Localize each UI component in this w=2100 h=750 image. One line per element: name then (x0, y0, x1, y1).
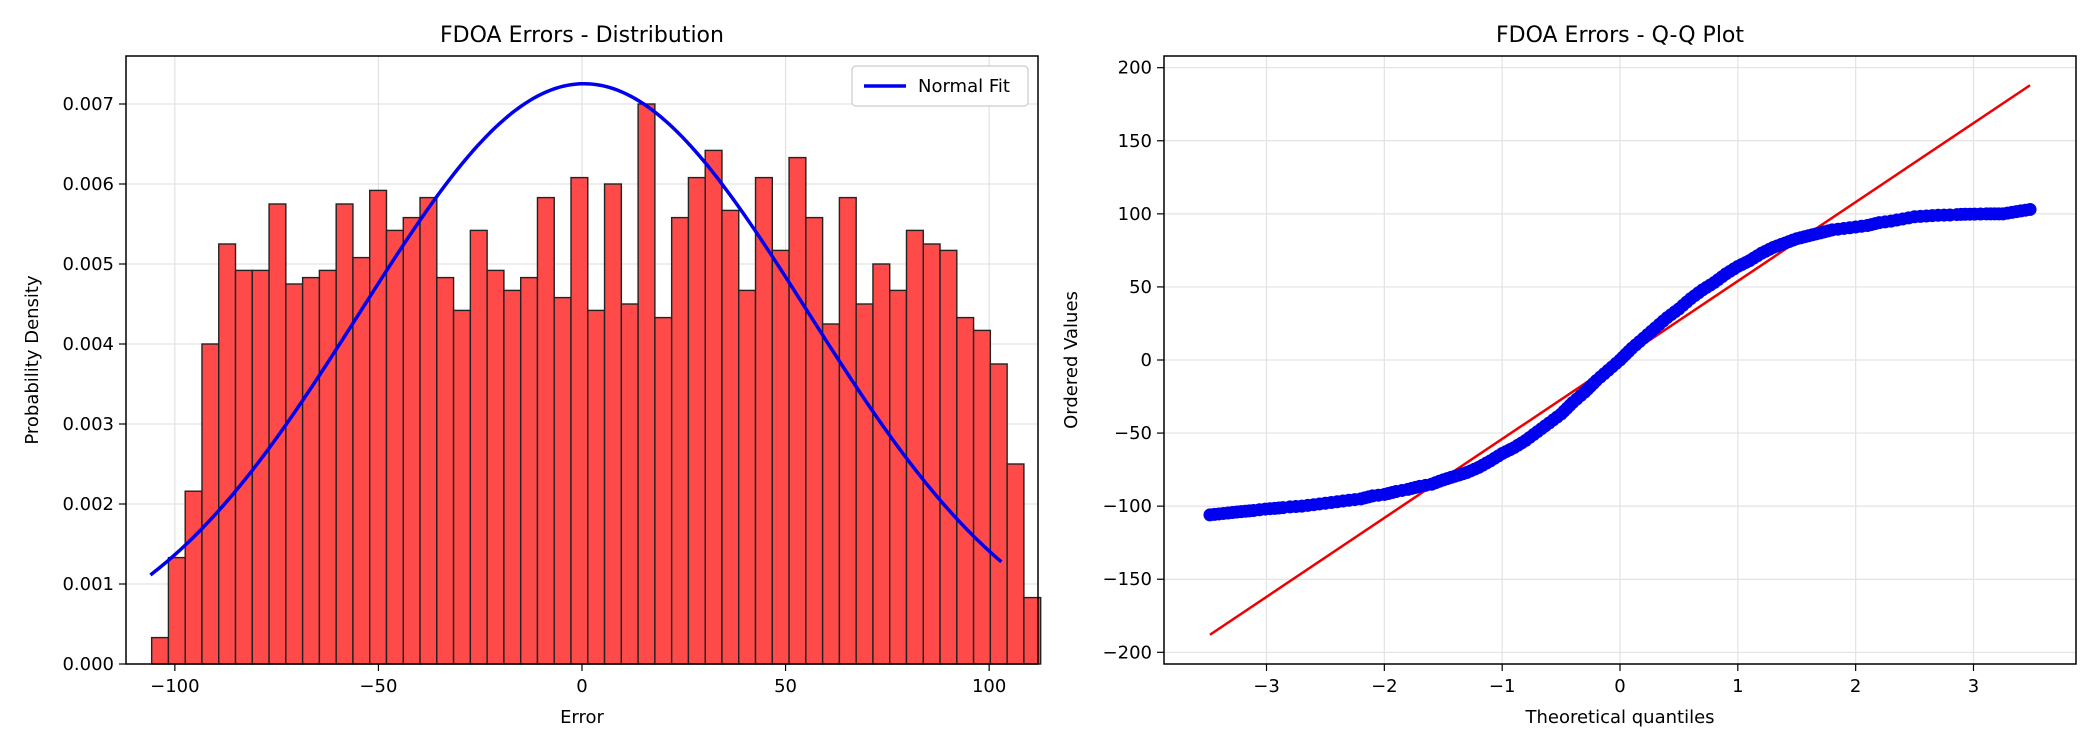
histogram-bar (503, 289, 522, 665)
histogram-bar (402, 216, 421, 665)
histogram-bar (989, 363, 1008, 665)
qq-y-tick-label: 0 (1141, 350, 1152, 371)
histogram-bar (519, 276, 539, 665)
histogram-y-ticks: 0.000 0.001 0.002 0.003 0.004 0.005 0.006 0.007 (62, 94, 126, 675)
histogram-bar (855, 303, 874, 665)
qq-y-tick-label: 50 (1129, 277, 1152, 298)
histogram-bar (637, 103, 656, 665)
histogram-y-tick-label: 0.006 (62, 174, 114, 195)
histogram-bar (385, 229, 404, 665)
histogram-bar (436, 276, 455, 665)
histogram-bar (603, 183, 623, 665)
histogram-bar (687, 176, 706, 665)
qq-y-tick-label: −50 (1114, 423, 1152, 444)
qq-y-tick-label: −150 (1103, 569, 1152, 590)
qq-y-tick-label: −100 (1103, 496, 1152, 517)
qq-y-tick-label: 100 (1118, 204, 1152, 225)
histogram-bar (620, 303, 639, 665)
histogram-bar (301, 276, 321, 665)
histogram-bar (486, 269, 505, 665)
histogram-bar (201, 343, 220, 665)
histogram-x-ticks: −100 −50 0 50 100 (150, 664, 1006, 697)
histogram-y-tick-label: 0.001 (62, 574, 114, 595)
histogram-y-tick-label: 0.003 (62, 414, 114, 435)
histogram-bar (335, 203, 354, 665)
qq-y-ticks: −200 −150 −100 −50 0 50 100 150 200 (1103, 58, 1164, 663)
qq-x-ticks: −3 −2 −1 0 1 2 3 (1253, 664, 1979, 697)
histogram-bar (452, 309, 472, 665)
histogram-bar (670, 216, 690, 665)
histogram-bar (553, 296, 572, 665)
histogram-y-tick-label: 0.000 (62, 654, 114, 675)
histogram-bar (821, 323, 841, 665)
histogram-bar (1006, 463, 1025, 665)
histogram-bar (167, 556, 186, 665)
histogram-bar (218, 243, 237, 665)
histogram-bar (922, 243, 941, 665)
histogram-bar (469, 229, 488, 665)
histogram-bar (721, 209, 740, 665)
histogram-x-tick-label: 100 (972, 676, 1006, 697)
histogram-bar (234, 269, 253, 665)
histogram-y-tick-label: 0.005 (62, 254, 114, 275)
histogram-y-label: Probability Density (22, 275, 43, 445)
histogram-bar (771, 249, 790, 665)
qq-title: FDOA Errors - Q-Q Plot (1496, 23, 1744, 48)
histogram-bar (587, 309, 606, 665)
qq-x-tick-label: −1 (1489, 676, 1516, 697)
histogram-bar (150, 636, 170, 665)
histogram-bar (704, 149, 723, 665)
qq-x-tick-label: −3 (1253, 676, 1280, 697)
qq-x-tick-label: 1 (1732, 676, 1743, 697)
histogram-bar (536, 196, 555, 665)
histogram-bar (972, 329, 992, 665)
legend-box (851, 65, 1029, 107)
histogram-bar (419, 196, 438, 665)
histogram-bar (285, 283, 304, 665)
qq-points (1203, 202, 2037, 522)
histogram-y-tick-label: 0.004 (62, 334, 114, 355)
histogram-bar (889, 289, 908, 665)
histogram-bar (184, 490, 203, 665)
histogram-legend: Normal Fit (851, 65, 1029, 107)
histogram-x-tick-label: 50 (774, 676, 797, 697)
qq-y-tick-label: 200 (1118, 58, 1152, 79)
histogram-bar (738, 289, 757, 665)
qq-plot-chart: −3 −2 −1 0 1 2 3 −200 −150 −100 −50 0 50 100 150 200 F… (1061, 23, 2077, 728)
histogram-bar (939, 249, 958, 665)
histogram-x-tick-label: −50 (359, 676, 397, 697)
histogram-bar (369, 189, 388, 665)
histogram-y-tick-label: 0.007 (62, 94, 114, 115)
legend-label-normal-fit: Normal Fit (918, 76, 1010, 97)
histogram-bar (805, 216, 824, 665)
histogram-x-tick-label: 0 (576, 676, 587, 697)
qq-y-label: Ordered Values (1061, 291, 1082, 429)
qq-y-tick-label: 150 (1118, 131, 1152, 152)
histogram-bar (318, 269, 337, 665)
histogram-y-tick-label: 0.002 (62, 494, 114, 515)
histogram-x-label: Error (560, 707, 604, 728)
qq-x-tick-label: 0 (1614, 676, 1625, 697)
qq-y-tick-label: −200 (1103, 642, 1152, 663)
histogram-bar (570, 176, 589, 665)
normal-fit-curve (149, 81, 1003, 577)
histogram-bar (654, 316, 673, 665)
histogram-bar (872, 263, 891, 665)
histogram-bar (905, 229, 924, 665)
qq-x-tick-label: 2 (1850, 676, 1861, 697)
qq-x-tick-label: 3 (1968, 676, 1979, 697)
qq-point (2023, 202, 2037, 216)
histogram-title: FDOA Errors - Distribution (440, 23, 724, 48)
qq-x-label: Theoretical quantiles (1524, 707, 1714, 728)
qq-x-tick-label: −2 (1371, 676, 1398, 697)
histogram-bar (956, 316, 975, 665)
histogram-bar (838, 196, 857, 665)
histogram-bar (788, 156, 807, 665)
histogram-chart: −100 −50 0 50 100 0.0000.0010.0020.0030.0040… (22, 23, 1042, 728)
histogram-x-tick-label: −100 (150, 676, 199, 697)
histogram-bars (150, 103, 1042, 665)
